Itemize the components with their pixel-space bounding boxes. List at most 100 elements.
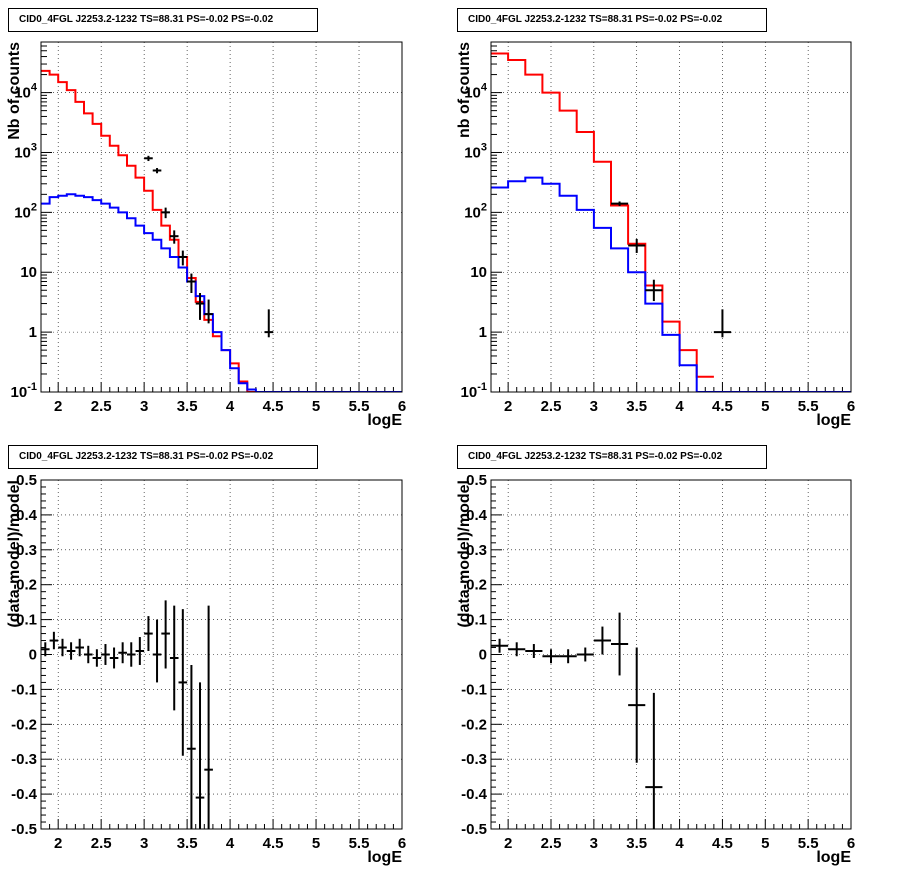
y-tick-label: 0.2 (16, 577, 37, 594)
x-tick-label: 5.5 (349, 835, 370, 852)
data-point (118, 642, 127, 664)
x-axis-label: logE (816, 849, 851, 866)
x-axis-label: logE (367, 849, 402, 866)
data-point (713, 309, 731, 338)
x-axis-label: logE (816, 412, 851, 429)
data-point (109, 647, 119, 669)
data-point (187, 273, 196, 294)
x-tick-label: 2.5 (91, 835, 112, 852)
data-point (593, 626, 611, 655)
tick-exponent: 4 (481, 82, 488, 94)
data-point (101, 644, 110, 665)
grid (41, 42, 402, 392)
y-tick-label: 0.1 (466, 612, 487, 629)
chart-title: CID0_4FGL J2253.2-1232 TS=88.31 PS=-0.02… (468, 14, 723, 25)
data-point (204, 605, 213, 829)
y-axis-label: (data-model)/model (456, 480, 473, 628)
panel-residuals-coarse: 2 2.5 3 3.5 4 4.5 5 5.5 6 -0.5 -0.4 -0.3 -0.2 -0.1 0 0.… (456, 472, 855, 866)
title-box-bottom-right: CID0_4FGL J2253.2-1232 TS=88.31 PS=-0.02… (457, 445, 767, 469)
tick-base: 10 (464, 85, 481, 102)
y-tick-label: -0.3 (11, 751, 37, 768)
x-tick-label: 4.5 (712, 835, 733, 852)
x-tick-label: 3 (140, 835, 148, 852)
x-tick-label: 4 (226, 398, 235, 415)
tick-base: 10 (11, 384, 28, 401)
x-tick-label: 2.5 (91, 398, 112, 415)
data-point (204, 299, 213, 324)
title-box-bottom-left: CID0_4FGL J2253.2-1232 TS=88.31 PS=-0.02… (8, 445, 318, 469)
y-tick-label: 1 (479, 324, 487, 341)
data-point (41, 642, 50, 657)
plot-frame (490, 479, 852, 830)
tick-base: 10 (14, 204, 31, 221)
panel-counts-fine: 2 2.5 3 3.5 4 4.5 5 5.5 610-1110102103104logENb … (6, 41, 406, 429)
y-tick-label: -0.1 (11, 681, 37, 698)
tick-exponent: 2 (31, 201, 37, 213)
x-tick-label: 5 (312, 398, 320, 415)
data-point (195, 682, 205, 829)
chart-title: CID0_4FGL J2253.2-1232 TS=88.31 PS=-0.02… (19, 451, 274, 462)
tick-base: 10 (464, 204, 481, 221)
data-point (92, 649, 102, 667)
y-tick-label: -0.5 (11, 821, 37, 838)
x-tick-label: 4 (675, 835, 684, 852)
data-point (126, 642, 136, 667)
tick-exponent: -1 (477, 381, 487, 393)
y-tick-label: 103 (464, 141, 487, 161)
data-point (161, 600, 170, 669)
y-tick-label: 0 (29, 647, 37, 664)
y-tick-label: -0.4 (11, 786, 38, 803)
x-tick-label: 2 (54, 398, 62, 415)
data-point (58, 638, 67, 657)
chart-title: CID0_4FGL J2253.2-1232 TS=88.31 PS=-0.02… (19, 14, 274, 25)
tick-base: 10 (14, 144, 31, 161)
y-tick-label: -0.4 (461, 786, 488, 803)
title-box-top-left: CID0_4FGL J2253.2-1232 TS=88.31 PS=-0.02… (8, 8, 318, 32)
y-tick-label: -0.3 (461, 751, 487, 768)
series-line-1 (41, 193, 402, 392)
y-tick-label: 102 (14, 201, 37, 221)
y-axis-label: (data-model)/model (6, 480, 23, 628)
tick-exponent: 4 (31, 82, 38, 94)
y-tick-label: 10-1 (461, 381, 487, 401)
y-tick-label: -0.2 (461, 716, 487, 733)
chart-title: CID0_4FGL J2253.2-1232 TS=88.31 PS=-0.02… (468, 451, 723, 462)
x-tick-label: 3 (140, 398, 148, 415)
series-line-1 (491, 176, 851, 392)
data-point (264, 309, 274, 338)
data-point (195, 293, 205, 320)
data-point (611, 201, 629, 206)
axis-ticks (490, 479, 852, 830)
y-tick-label: 0.5 (466, 472, 487, 489)
y-tick-label: 104 (464, 82, 488, 102)
x-tick-label: 6 (847, 835, 855, 852)
y-tick-label: 0.1 (16, 612, 37, 629)
x-tick-label: 5.5 (798, 835, 819, 852)
x-tick-label: 2.5 (541, 835, 562, 852)
data-point (75, 638, 84, 657)
data-point (576, 647, 594, 662)
axis-ticks (40, 41, 403, 393)
data-point (559, 649, 577, 664)
tick-exponent: 2 (481, 201, 487, 213)
data-point (144, 616, 153, 652)
y-tick-label: 0.3 (466, 542, 487, 559)
x-tick-label: 3.5 (177, 398, 198, 415)
data-point (152, 619, 162, 683)
data-point (525, 644, 543, 658)
title-box-top-right: CID0_4FGL J2253.2-1232 TS=88.31 PS=-0.02… (457, 8, 767, 32)
x-tick-label: 5.5 (349, 398, 370, 415)
x-tick-label: 2.5 (541, 398, 562, 415)
x-tick-label: 3 (590, 398, 598, 415)
y-axis-label: nb of counts (456, 42, 473, 138)
series-line-0 (41, 69, 265, 392)
plot-frame (40, 479, 403, 830)
x-tick-label: 4.5 (712, 398, 733, 415)
data-point (66, 642, 76, 660)
data-point (144, 155, 153, 162)
tick-exponent: -1 (27, 381, 37, 393)
tick-base: 10 (464, 144, 481, 161)
x-tick-label: 6 (398, 835, 406, 852)
data-point (83, 645, 93, 664)
panel-residuals-fine: 2 2.5 3 3.5 4 4.5 5 5.5 6 -0.5 -0.4 -0.3 -0.2 -0.1 0 0.… (6, 472, 406, 866)
